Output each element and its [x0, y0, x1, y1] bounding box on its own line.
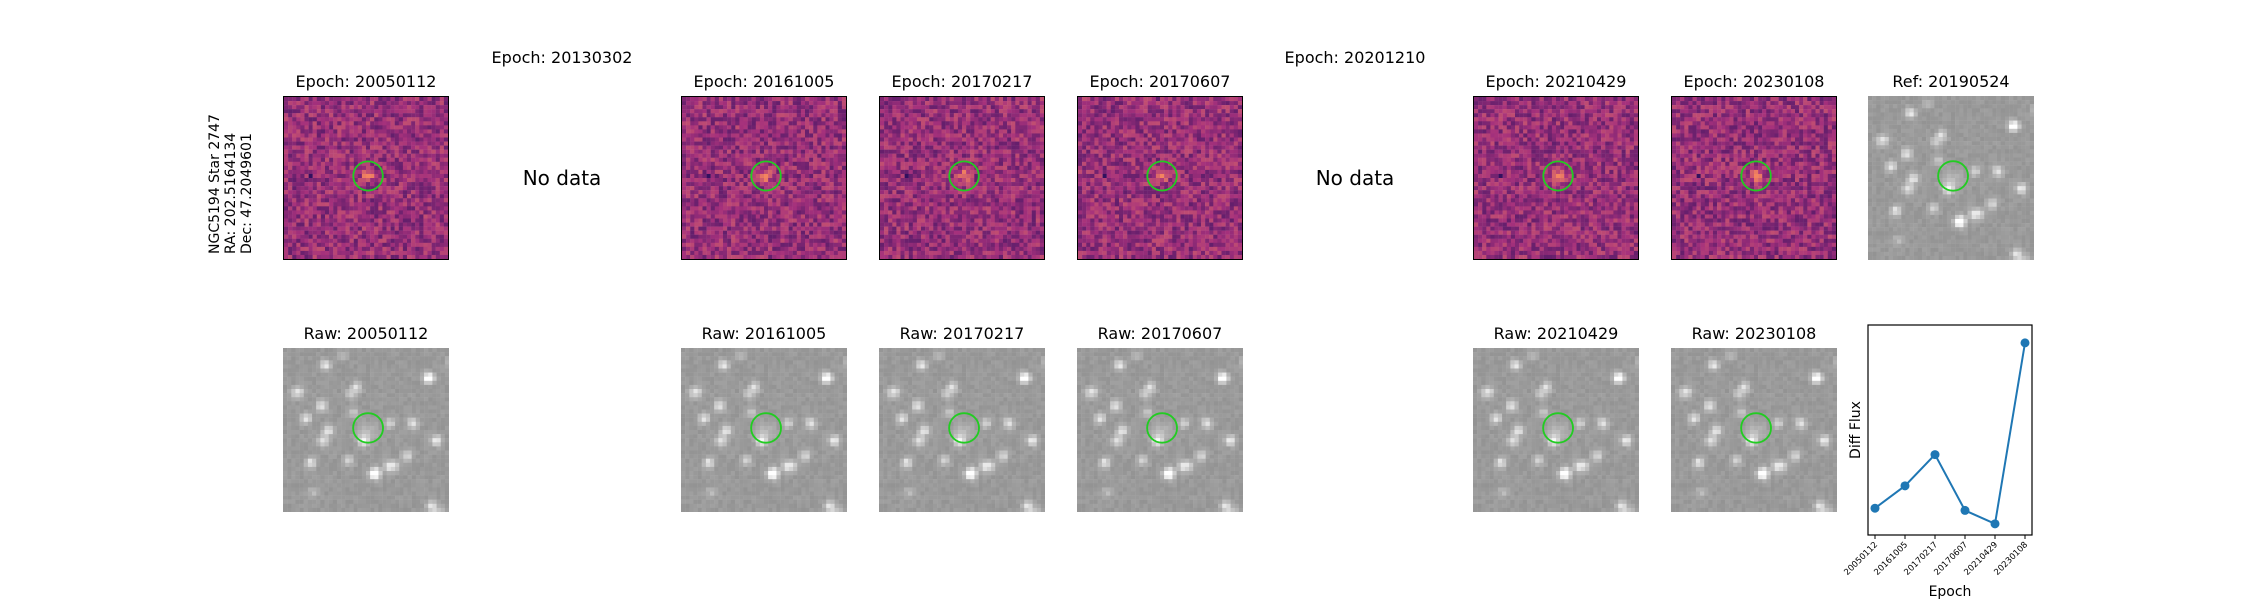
target-circle: [352, 160, 384, 192]
target-circle: [352, 412, 384, 444]
data-point: [1900, 481, 1910, 491]
panel-title: Epoch: 20170607: [1010, 72, 1310, 92]
data-point: [1870, 503, 1880, 513]
panel-title: Raw: 20170217: [812, 324, 1112, 344]
target-circle: [1740, 412, 1772, 444]
raw-image: [681, 348, 847, 512]
target-circle: [1146, 412, 1178, 444]
chart-axes-frame: [1867, 324, 2033, 536]
raw-image: [1671, 348, 1837, 512]
panel-title: Epoch: 20201210: [1205, 48, 1505, 68]
raw-image: [1868, 96, 2034, 260]
object-label: NGC5194 Star 2747 RA: 202.5164134 Dec: 4…: [207, 110, 255, 254]
object-dec: Dec: 47.2049601: [239, 110, 255, 254]
difference-image: [1473, 96, 1639, 260]
difference-image: [879, 96, 1045, 260]
panel-title: Epoch: 20130302: [412, 48, 712, 68]
data-point: [2020, 338, 2030, 348]
target-circle: [1542, 160, 1574, 192]
panel-title: Epoch: 20161005: [614, 72, 914, 92]
raw-image: [1473, 348, 1639, 512]
data-point: [1990, 519, 2000, 529]
target-circle: [1937, 160, 1969, 192]
target-circle: [1740, 160, 1772, 192]
x-axis-label: Epoch: [1929, 584, 1972, 600]
panel-title: Epoch: 20230108: [1604, 72, 1904, 92]
series-line: [1874, 342, 2026, 526]
data-point: [1930, 450, 1940, 460]
object-ra: RA: 202.5164134: [223, 110, 239, 254]
panel-title: Epoch: 20170217: [812, 72, 1112, 92]
target-circle: [948, 412, 980, 444]
raw-image: [1077, 348, 1243, 512]
difference-image: [1671, 96, 1837, 260]
panel-title: Raw: 20170607: [1010, 324, 1310, 344]
object-name: NGC5194 Star 2747: [207, 110, 223, 254]
panel-title: Raw: 20050112: [216, 324, 516, 344]
panel-title: Epoch: 20210429: [1406, 72, 1706, 92]
target-circle: [1542, 412, 1574, 444]
data-point: [1960, 505, 1970, 515]
panel-title: Epoch: 20050112: [216, 72, 516, 92]
light-curve-chart: 2005011220161005201702172017060720210429…: [1842, 324, 2033, 600]
difference-image: [1077, 96, 1243, 260]
target-circle: [948, 160, 980, 192]
panel-title: Raw: 20230108: [1604, 324, 1904, 344]
no-data-label: No data: [462, 166, 662, 190]
target-circle: [750, 412, 782, 444]
panel-title: Raw: 20210429: [1406, 324, 1706, 344]
difference-image: [283, 96, 449, 260]
target-circle: [750, 160, 782, 192]
target-circle: [1146, 160, 1178, 192]
y-axis-label: Diff Flux: [1848, 401, 1864, 459]
raw-image: [879, 348, 1045, 512]
difference-image: [681, 96, 847, 260]
panel-title: Raw: 20161005: [614, 324, 914, 344]
panel-title: Ref: 20190524: [1801, 72, 2101, 92]
raw-image: [283, 348, 449, 512]
no-data-label: No data: [1255, 166, 1455, 190]
